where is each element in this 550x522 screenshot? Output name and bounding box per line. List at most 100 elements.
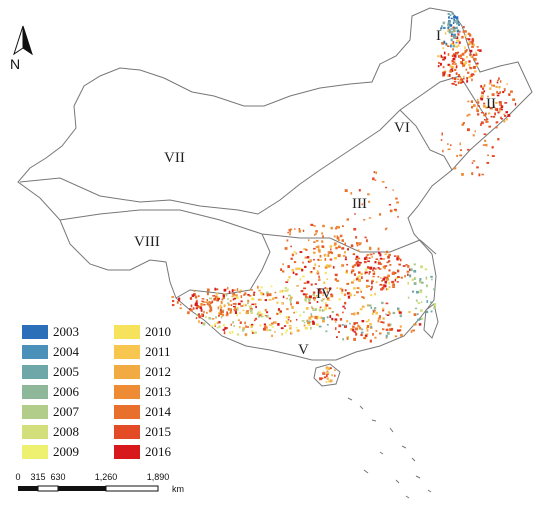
observation-dot bbox=[470, 74, 473, 77]
observation-dot bbox=[366, 304, 370, 307]
observation-dot bbox=[389, 323, 392, 326]
observation-dot bbox=[239, 321, 242, 324]
observation-dot bbox=[304, 256, 308, 259]
observation-dot bbox=[357, 325, 361, 328]
observation-dot bbox=[301, 320, 305, 322]
observation-dot bbox=[328, 307, 332, 310]
observation-dot bbox=[354, 213, 356, 215]
observation-dot bbox=[362, 296, 365, 299]
observation-dot bbox=[456, 22, 459, 25]
observation-dot bbox=[313, 241, 316, 243]
observation-dot bbox=[240, 305, 244, 307]
observation-dot bbox=[443, 71, 446, 74]
observation-dot bbox=[367, 319, 370, 322]
observation-dot bbox=[318, 288, 322, 291]
observation-dot bbox=[453, 27, 456, 30]
observation-dot bbox=[246, 326, 249, 328]
observation-dot bbox=[259, 324, 262, 327]
observation-dot bbox=[253, 291, 256, 294]
observation-dot bbox=[496, 94, 500, 97]
observation-dot bbox=[480, 85, 482, 88]
observation-dot bbox=[361, 276, 363, 279]
legend-item: 2009 bbox=[22, 444, 79, 460]
observation-dot bbox=[228, 290, 231, 294]
observation-dot bbox=[385, 313, 387, 316]
observation-dot bbox=[336, 236, 340, 240]
observation-dot bbox=[266, 326, 268, 329]
observation-dot bbox=[250, 311, 253, 314]
observation-dot bbox=[223, 331, 226, 335]
observation-dot bbox=[251, 297, 255, 301]
observation-dot bbox=[271, 326, 274, 328]
observation-dot bbox=[460, 61, 464, 64]
observation-dot bbox=[304, 295, 307, 298]
observation-dot bbox=[311, 320, 315, 323]
observation-dot bbox=[455, 66, 458, 69]
observation-dot bbox=[414, 307, 418, 310]
observation-dot bbox=[395, 197, 398, 200]
observation-dot bbox=[335, 227, 338, 230]
observation-dot bbox=[258, 289, 261, 292]
observation-dot bbox=[219, 312, 223, 315]
observation-dot bbox=[375, 281, 378, 284]
observation-dot bbox=[372, 333, 374, 336]
observation-dot bbox=[385, 334, 388, 338]
observation-dot bbox=[344, 325, 347, 328]
observation-dot bbox=[303, 322, 306, 324]
observation-dot bbox=[307, 323, 311, 326]
observation-dot bbox=[295, 252, 298, 255]
observation-dot bbox=[497, 92, 500, 95]
observation-dot bbox=[357, 275, 361, 278]
observation-dot bbox=[413, 323, 417, 326]
legend-swatch bbox=[22, 345, 48, 359]
observation-dot bbox=[312, 267, 316, 270]
observation-dot bbox=[318, 275, 320, 278]
observation-dot bbox=[455, 35, 457, 39]
observation-dot bbox=[341, 239, 344, 242]
observation-dot bbox=[342, 338, 344, 341]
observation-dot bbox=[412, 329, 415, 332]
observation-dot bbox=[383, 276, 386, 279]
observation-dot bbox=[206, 299, 209, 302]
observation-dot bbox=[281, 302, 284, 305]
north-label: N bbox=[10, 56, 21, 72]
observation-dot bbox=[324, 302, 327, 305]
observation-dot bbox=[474, 130, 476, 133]
observation-dot bbox=[216, 321, 219, 324]
observation-dot bbox=[452, 58, 456, 61]
observation-dot bbox=[379, 263, 383, 265]
observation-dot bbox=[452, 65, 455, 68]
observation-dot bbox=[300, 289, 304, 293]
observation-dot bbox=[447, 143, 449, 145]
observation-dot bbox=[307, 321, 310, 324]
observation-dot bbox=[327, 264, 331, 268]
observation-dot bbox=[382, 317, 385, 320]
observation-dot bbox=[326, 324, 329, 326]
observation-dot bbox=[399, 258, 402, 262]
observation-dot bbox=[319, 259, 322, 261]
observation-dot bbox=[279, 312, 282, 315]
observation-dot bbox=[314, 263, 317, 267]
data-points bbox=[171, 12, 517, 383]
observation-dot bbox=[442, 21, 446, 25]
observation-dot bbox=[198, 320, 200, 323]
observation-dot bbox=[324, 287, 327, 289]
observation-dot bbox=[206, 311, 208, 314]
legend-label: 2003 bbox=[53, 324, 79, 339]
observation-dot bbox=[327, 254, 330, 257]
observation-dot bbox=[492, 101, 495, 104]
scale-tick-label: 0 bbox=[15, 472, 21, 482]
observation-dot bbox=[468, 63, 471, 67]
observation-dot bbox=[353, 273, 356, 276]
observation-dot bbox=[351, 281, 354, 284]
legend-swatch bbox=[22, 385, 48, 399]
observation-dot bbox=[217, 298, 220, 300]
observation-dot bbox=[260, 292, 263, 294]
observation-dot bbox=[372, 275, 375, 278]
observation-dot bbox=[313, 295, 316, 298]
observation-dot bbox=[463, 77, 465, 80]
observation-dot bbox=[454, 20, 458, 23]
observation-dot bbox=[345, 256, 347, 258]
observation-dot bbox=[300, 268, 304, 270]
observation-dot bbox=[208, 303, 211, 307]
